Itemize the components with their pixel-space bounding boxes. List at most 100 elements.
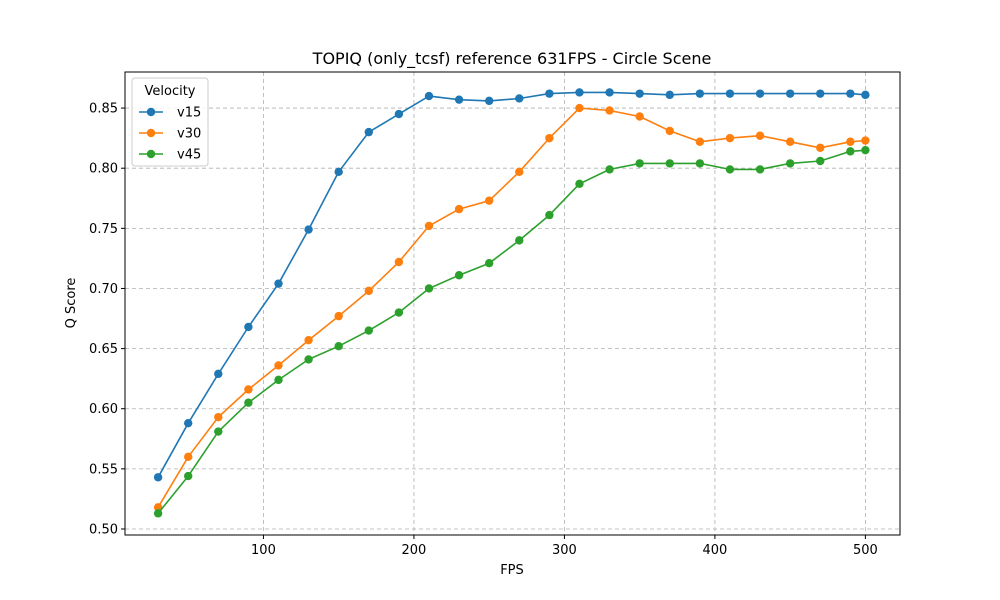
legend-entries: v15 v30 v45 (139, 106, 201, 163)
data-point-v15 (575, 88, 584, 97)
data-point-v15 (304, 225, 313, 234)
data-series (153, 88, 870, 518)
data-point-v45 (454, 271, 464, 280)
data-point-v45 (861, 145, 870, 155)
y-tick-label: 0.50 (89, 522, 118, 537)
x-tick-label: 500 (853, 543, 878, 558)
data-point-v15 (153, 473, 163, 482)
data-point-v30 (575, 103, 584, 113)
data-point-v30 (364, 286, 373, 296)
x-axis-ticks: 100 200 300 400 500 (251, 535, 878, 558)
data-point-v30 (605, 106, 614, 115)
data-point-v15 (394, 109, 404, 119)
data-point-v45 (846, 147, 855, 156)
data-point-v15 (274, 279, 283, 288)
data-point-v45 (575, 179, 584, 189)
data-point-v15 (244, 322, 253, 332)
data-point-v30 (334, 311, 343, 321)
data-point-v45 (274, 375, 283, 385)
data-point-v15 (816, 89, 825, 98)
legend-entry-v15: v15 (139, 106, 201, 121)
data-point-v30 (184, 452, 193, 462)
legend-marker (146, 107, 156, 117)
data-point-v45 (515, 236, 524, 245)
data-point-v45 (545, 210, 554, 220)
series-v30 (153, 103, 870, 512)
data-point-v30 (816, 143, 825, 152)
grid-lines (125, 72, 900, 535)
data-point-v30 (515, 167, 524, 177)
chart-title: TOPIQ (only_tcsf) reference 631FPS - Cir… (312, 49, 712, 69)
data-point-v45 (184, 471, 193, 481)
data-point-v45 (755, 165, 765, 174)
data-point-v30 (635, 112, 644, 121)
data-point-v15 (545, 89, 554, 98)
data-point-v30 (785, 137, 795, 146)
data-point-v45 (424, 284, 434, 293)
data-point-v45 (605, 165, 614, 174)
plot-area-frame (124, 71, 901, 536)
data-point-v15 (665, 90, 674, 100)
legend-box (131, 77, 209, 167)
data-point-v45 (785, 159, 795, 168)
data-point-v30 (394, 257, 404, 267)
data-point-v45 (725, 165, 735, 174)
x-axis-title: FPS (500, 563, 524, 578)
legend: Velocity v15 v30 v45 (131, 77, 209, 167)
x-tick-label: 200 (402, 543, 427, 558)
data-point-v30 (153, 503, 163, 512)
legend-entry-v45: v45 (139, 148, 201, 163)
data-point-v30 (861, 136, 870, 145)
legend-marker (146, 149, 156, 159)
legend-entry-v30: v30 (139, 127, 201, 142)
legend-label: v30 (177, 127, 201, 142)
series-v15 (153, 88, 870, 482)
data-point-v15 (785, 89, 795, 98)
data-point-v45 (244, 398, 253, 407)
data-point-v15 (605, 88, 614, 97)
data-point-v15 (484, 96, 494, 106)
data-point-v30 (454, 204, 464, 214)
data-point-v15 (846, 89, 855, 98)
y-tick-label: 0.75 (89, 222, 118, 237)
data-point-v30 (304, 335, 313, 345)
legend-label: v45 (177, 148, 201, 163)
series-v45 (153, 145, 870, 518)
data-point-v30 (274, 361, 283, 370)
data-point-v15 (424, 91, 434, 101)
data-point-v15 (214, 369, 223, 379)
y-axis-title: Q Score (64, 278, 79, 329)
y-tick-label: 0.65 (89, 342, 118, 357)
data-point-v15 (364, 127, 373, 137)
data-point-v15 (334, 167, 343, 177)
data-point-v15 (861, 90, 870, 100)
data-point-v30 (484, 196, 494, 205)
x-tick-label: 400 (702, 543, 727, 558)
y-tick-label: 0.55 (89, 462, 118, 477)
data-point-v45 (816, 156, 825, 166)
x-tick-label: 100 (251, 543, 276, 558)
data-point-v45 (484, 259, 494, 268)
y-axis-ticks: 0.50 0.55 0.60 0.65 0.70 0.75 0.80 0.85 (89, 102, 125, 537)
data-point-v30 (725, 133, 735, 143)
data-point-v15 (755, 89, 765, 98)
data-point-v45 (214, 427, 223, 436)
data-point-v30 (755, 131, 765, 140)
data-point-v15 (635, 89, 644, 98)
data-point-v45 (364, 326, 373, 335)
data-point-v45 (153, 509, 163, 518)
data-point-v30 (665, 126, 674, 136)
data-point-v30 (846, 137, 855, 146)
data-point-v30 (424, 221, 434, 231)
legend-marker (146, 128, 156, 138)
data-point-v45 (635, 159, 644, 168)
y-tick-label: 0.70 (89, 282, 118, 297)
data-point-v30 (545, 133, 554, 143)
data-point-v45 (304, 355, 313, 364)
data-point-v45 (695, 159, 705, 168)
data-point-v45 (394, 308, 404, 317)
legend-title: Velocity (145, 84, 196, 99)
data-point-v15 (695, 89, 705, 98)
data-point-v30 (695, 137, 705, 146)
